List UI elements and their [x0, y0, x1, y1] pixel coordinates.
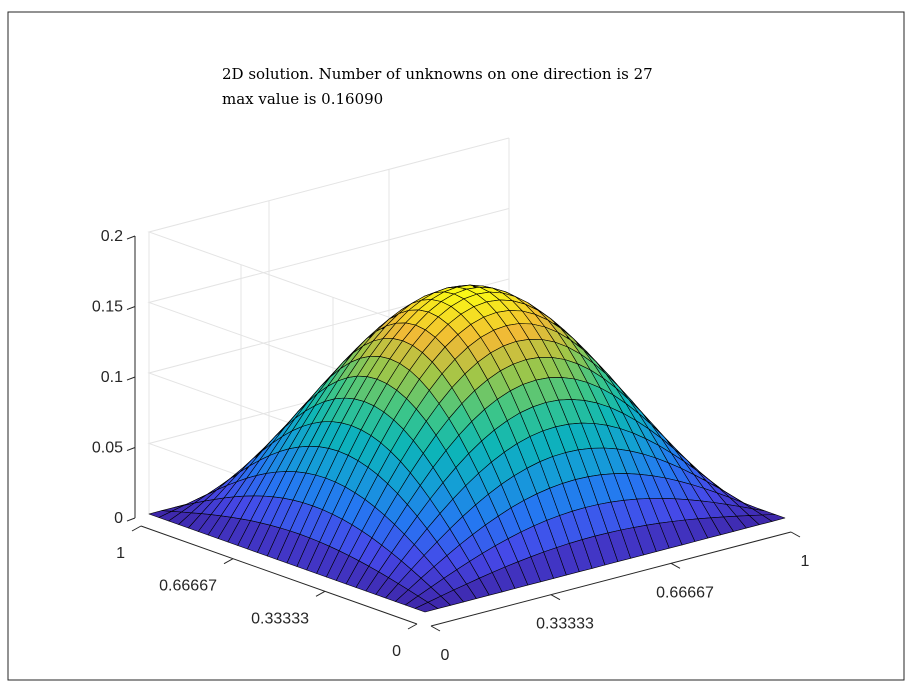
x-tick-mark: [430, 625, 441, 632]
z-tick-label: 0.15: [92, 299, 123, 316]
y-tick-mark: [131, 525, 142, 532]
z-tick-mark: [126, 306, 136, 310]
surface-patch: [761, 514, 786, 522]
z-tick-label: 0.2: [101, 228, 123, 245]
grid-line-z: [147, 208, 510, 401]
y-tick-label: 1: [116, 545, 125, 562]
y-tick-label: 0: [392, 643, 401, 660]
y-tick-label: 0.33333: [251, 610, 309, 627]
y-tick-mark: [315, 590, 326, 597]
x-tick-label: 0: [441, 647, 450, 664]
x-tick-mark: [550, 594, 561, 601]
x-tick-label: 0.66667: [656, 584, 714, 601]
axis-layer: [126, 235, 801, 632]
z-tick-label: 0.05: [92, 440, 123, 457]
x-tick-label: 1: [801, 553, 810, 570]
y-tick-mark: [223, 558, 234, 565]
x-tick-mark: [670, 562, 681, 569]
y-tick-label: 0.66667: [159, 578, 217, 595]
z-tick-label: 0: [114, 510, 123, 527]
z-tick-mark: [126, 447, 136, 451]
y-tick-mark: [407, 623, 418, 630]
chart-title-line-2: max value is 0.16090: [222, 90, 383, 108]
x-tick-mark: [790, 531, 801, 538]
z-tick-label: 0.1: [101, 369, 123, 386]
z-tick-mark: [126, 517, 136, 522]
grid-line-z: [147, 137, 510, 331]
tick-layer: 0 0.33333 0.66667 1 0 0.33333 0.66667 1 0 0.05 0.1…: [92, 228, 810, 664]
chart-title-line-1: 2D solution. Number of unknowns on one d…: [222, 65, 653, 83]
z-tick-mark: [126, 235, 136, 240]
surface-layer: [148, 284, 786, 613]
x-axis-line: [430, 531, 792, 627]
z-tick-mark: [126, 376, 136, 381]
y-axis-line: [140, 525, 418, 625]
x-tick-label: 0.33333: [536, 616, 594, 633]
